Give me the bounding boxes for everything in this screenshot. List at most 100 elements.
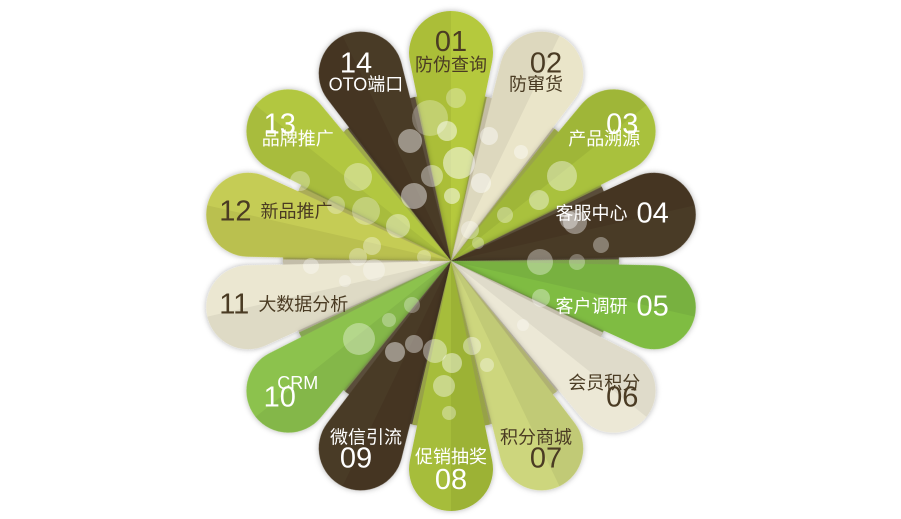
- bubble: [446, 88, 466, 108]
- bubble: [472, 237, 484, 249]
- petal-06-shape: [451, 261, 656, 433]
- petal-03: [451, 89, 656, 261]
- bubble: [433, 375, 455, 397]
- bubble: [529, 190, 549, 210]
- bubble: [327, 196, 345, 214]
- bubble: [352, 197, 380, 225]
- petal-05-number: 05: [637, 290, 669, 322]
- bubble: [560, 211, 578, 229]
- bubble: [517, 319, 529, 331]
- bubble: [386, 214, 410, 238]
- bubble: [461, 221, 479, 239]
- bubble: [444, 188, 460, 204]
- bubble: [398, 129, 422, 153]
- petal-02: [451, 31, 584, 261]
- petal-09: [318, 261, 451, 491]
- petal-14-label: OTO端口: [329, 74, 404, 94]
- petal-13: [246, 89, 451, 261]
- bubble: [344, 163, 372, 191]
- bubble: [303, 258, 319, 274]
- petal-03-crease: [451, 89, 647, 261]
- petal-07-label: 积分商城: [500, 428, 572, 448]
- petal-02-number: 02: [530, 48, 562, 80]
- petal-06-label: 会员积分: [568, 373, 640, 393]
- bubble: [339, 275, 351, 287]
- bubble: [290, 171, 310, 191]
- petal-02-label: 防窜货: [509, 74, 563, 94]
- petal-01-crease: [409, 11, 451, 261]
- petal-06-number: 06: [606, 382, 638, 414]
- bubble: [471, 173, 491, 193]
- petal-02-crease: [451, 31, 560, 261]
- petal-10-label: CRM: [277, 373, 318, 393]
- petal-10-crease: [255, 261, 451, 433]
- petal-07-crease: [451, 261, 584, 487]
- petal-08-crease: [451, 261, 493, 511]
- petal-12-label: 新品推广: [260, 202, 332, 222]
- petal-05: [451, 259, 696, 350]
- petal-14-crease: [318, 35, 451, 261]
- petal-11-crease: [207, 261, 451, 350]
- bubble: [385, 342, 405, 362]
- petal-05-crease: [451, 261, 696, 317]
- petal-04-text: 客服中心 04: [556, 198, 669, 230]
- petal-14: [318, 31, 451, 261]
- petal-14-number: 14: [340, 48, 372, 80]
- petal-11: [206, 259, 451, 350]
- petal-11-number: 11: [219, 288, 249, 320]
- petal-09-shape: [318, 261, 451, 491]
- petal-06-crease: [451, 261, 656, 417]
- petal-08-number: 08: [435, 464, 467, 496]
- bubble: [569, 254, 585, 270]
- petal-03-label: 产品溯源: [568, 129, 640, 149]
- bubble: [417, 250, 431, 264]
- bubble: [514, 145, 528, 159]
- bubble: [497, 207, 513, 223]
- petal-10-number: 10: [264, 382, 296, 414]
- petal-13-number: 13: [264, 108, 296, 140]
- bubble: [442, 353, 462, 373]
- petal-13-shape: [246, 89, 451, 261]
- petal-07: [451, 261, 584, 491]
- bubble: [593, 237, 609, 253]
- bubble: [421, 165, 443, 187]
- petal-10: [246, 261, 451, 433]
- bubble: [563, 210, 587, 234]
- petal-08: [409, 261, 493, 511]
- petal-layer: [206, 11, 696, 511]
- petal-04-label: 客服中心: [556, 204, 628, 224]
- bubble: [532, 289, 550, 307]
- bubble: [480, 127, 498, 145]
- petal-11-label: 大数据分析: [258, 294, 348, 314]
- bubble: [382, 313, 396, 327]
- petal-09-label: 微信引流: [330, 428, 402, 448]
- bubble: [412, 100, 448, 136]
- bubble: [363, 259, 385, 281]
- bubble: [423, 339, 447, 363]
- bubble: [349, 248, 367, 266]
- bubble: [405, 335, 423, 353]
- petal-06: [451, 261, 656, 433]
- bubble: [363, 237, 381, 255]
- bubble: [404, 297, 420, 313]
- petal-03-number: 03: [606, 108, 638, 140]
- petal-05-label: 客户调研: [556, 296, 628, 316]
- petal-12: [206, 172, 451, 263]
- petal-12-number: 12: [219, 196, 251, 228]
- petal-13-label: 品牌推广: [262, 129, 334, 149]
- petal-04-number: 04: [637, 198, 669, 230]
- bubble: [463, 337, 481, 355]
- bubble: [442, 406, 456, 420]
- bubble: [527, 249, 553, 275]
- petal-13-crease: [246, 105, 451, 261]
- bubble: [480, 358, 494, 372]
- bubble: [401, 183, 427, 209]
- petal-04-crease: [451, 172, 695, 261]
- petal-05-text: 客户调研 05: [556, 290, 669, 322]
- petal-09-crease: [342, 261, 451, 491]
- petal-01-label: 防伪查询: [415, 55, 487, 75]
- bubble: [443, 147, 475, 179]
